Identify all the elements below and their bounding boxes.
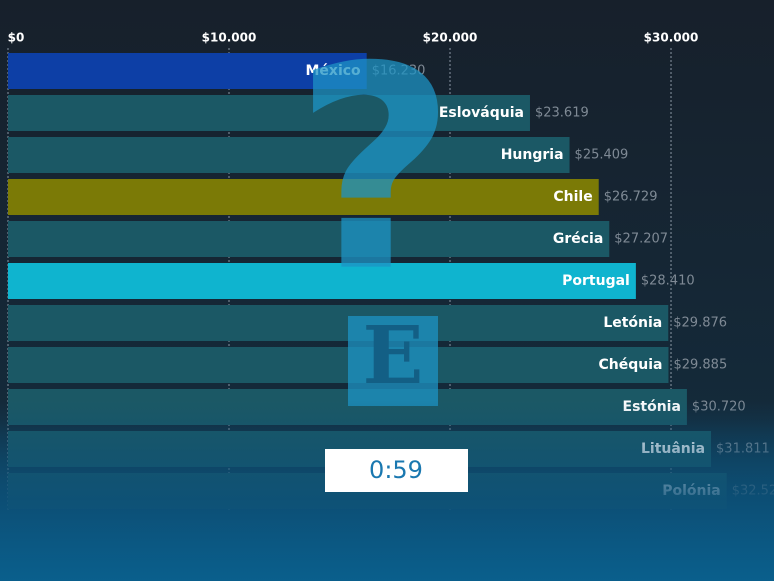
logo-box <box>348 316 438 406</box>
category-label: México <box>306 63 362 79</box>
bar <box>8 95 530 131</box>
value-label: $26.729 <box>604 190 658 205</box>
bar <box>8 179 599 215</box>
x-tick-label: $30.000 <box>644 31 699 45</box>
bar <box>8 137 570 173</box>
category-label: Letónia <box>603 315 662 331</box>
value-label: $28.410 <box>641 274 695 289</box>
category-label: Hungria <box>501 147 564 163</box>
value-label: $27.207 <box>614 232 668 247</box>
value-label: $16.230 <box>372 64 426 79</box>
question-mark: ? <box>294 8 456 334</box>
x-tick-label: $0 <box>8 31 25 45</box>
bar <box>8 305 669 341</box>
value-label: $23.619 <box>535 106 589 121</box>
category-label: Chile <box>553 189 592 205</box>
category-label: Grécia <box>553 231 603 247</box>
x-tick-label: $20.000 <box>423 31 478 45</box>
bar <box>8 53 367 89</box>
timer-box <box>325 449 468 492</box>
x-tick-label: $10.000 <box>202 31 257 45</box>
category-label: Chéquia <box>598 357 662 373</box>
bar <box>8 221 610 257</box>
value-label: $29.876 <box>673 316 727 331</box>
category-label: Portugal <box>562 273 630 289</box>
category-label: Eslováquia <box>439 105 524 121</box>
timer: 0:59 <box>369 456 423 484</box>
logo-letter: E <box>363 308 424 402</box>
value-label: $29.885 <box>673 358 727 373</box>
value-label: $25.409 <box>575 148 629 163</box>
bar <box>8 347 669 383</box>
bar <box>8 263 636 299</box>
